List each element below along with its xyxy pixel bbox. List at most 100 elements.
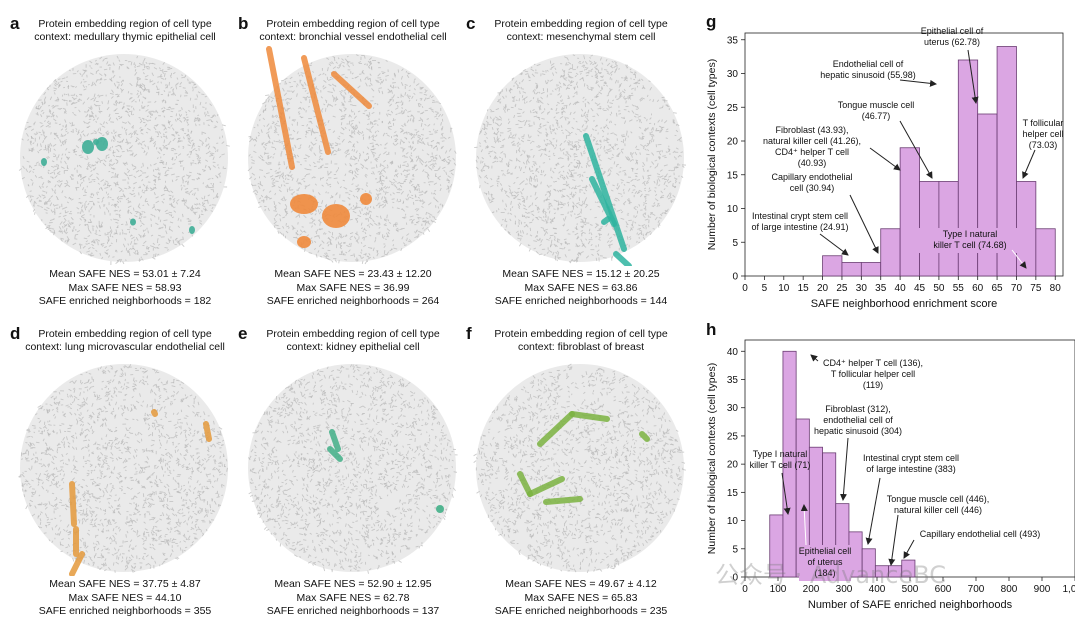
y-tick-label: 5 (732, 238, 738, 249)
annotation-text: Intestinal crypt stem cell (752, 211, 848, 221)
annotation: Capillary endothelial cell (493) (904, 528, 1055, 558)
y-tick-label: 10 (727, 516, 739, 527)
y-tick-label: 25 (727, 431, 739, 442)
panel-title-line: Protein embedding region of cell type (18, 328, 232, 341)
x-axis-label: SAFE neighborhood enrichment score (811, 298, 998, 310)
stat-line: Mean SAFE NES = 23.43 ± 12.20 (246, 268, 460, 282)
panel-title-line: context: mesenchymal stem cell (474, 31, 688, 44)
histogram-bar (861, 263, 880, 277)
histogram-bar (881, 229, 900, 276)
umap-scatter (472, 354, 688, 576)
annotation-text: killer T cell (74.68) (933, 240, 1006, 250)
y-tick-label: 35 (727, 35, 739, 46)
annotation-text: cell (30.94) (790, 183, 835, 193)
y-tick-label: 30 (727, 69, 739, 80)
annotation-text: killer T cell (71) (750, 460, 811, 470)
annotation-arrow (870, 148, 900, 170)
panel-letter-f: f (466, 324, 472, 344)
x-tick-label: 30 (856, 283, 868, 294)
annotation-text: Tongue muscle cell (838, 100, 915, 110)
annotation-text: (73.03) (1029, 140, 1058, 150)
umap-scatter (244, 354, 460, 576)
umap-scatter (16, 44, 232, 266)
annotation-text: Endothelial cell of (833, 59, 904, 69)
stat-line: Max SAFE NES = 63.86 (474, 282, 688, 296)
annotation-text: Capillary endothelial (771, 172, 852, 182)
y-axis-label: Number of biological contexts (cell type… (706, 363, 718, 554)
annotation: Fibroblast (43.93),natural killer cell (… (747, 124, 900, 171)
panel-title-line: Protein embedding region of cell type (18, 18, 232, 31)
annotation-text: of large intestine (383) (866, 464, 956, 474)
x-tick-label: 900 (1034, 584, 1051, 595)
x-tick-label: 700 (968, 584, 985, 595)
x-tick-label: 70 (1011, 283, 1023, 294)
background-embedding-points (19, 54, 230, 265)
x-tick-label: 45 (914, 283, 926, 294)
annotation-text: T follicular (1023, 118, 1064, 128)
x-tick-label: 75 (1030, 283, 1042, 294)
annotation-text: endothelial cell of (823, 415, 893, 425)
histogram-bar (900, 148, 919, 276)
annotation-arrow (843, 438, 848, 500)
stat-line: Mean SAFE NES = 37.75 ± 4.87 (18, 578, 232, 592)
panel-title-line: context: medullary thymic epithelial cel… (18, 31, 232, 44)
stat-line: SAFE enriched neighborhoods = 355 (18, 605, 232, 619)
umap-scatter (16, 354, 232, 576)
watermark: 公众号 · AdvanceBC (715, 555, 946, 590)
x-tick-label: 20 (817, 283, 829, 294)
x-tick-label: 60 (972, 283, 984, 294)
x-tick-label: 80 (1050, 283, 1062, 294)
annotation-text: (46.77) (862, 111, 891, 121)
annotation-text: Epithelial cell of (921, 26, 984, 36)
stat-line: Max SAFE NES = 65.83 (474, 592, 688, 606)
histogram-bar (823, 256, 842, 276)
y-tick-label: 15 (727, 170, 739, 181)
x-tick-label: 25 (836, 283, 848, 294)
annotation-text: T follicular helper cell (831, 369, 915, 379)
y-tick-label: 5 (732, 544, 738, 555)
x-tick-label: 1,000 (1062, 584, 1075, 595)
stat-line: Max SAFE NES = 58.93 (18, 282, 232, 296)
background-embedding-points (248, 364, 458, 574)
y-tick-label: 20 (727, 137, 739, 148)
y-tick-label: 20 (727, 460, 739, 471)
panel-title-line: context: fibroblast of breast (474, 341, 688, 354)
background-embedding-points (473, 364, 686, 573)
y-tick-label: 30 (727, 403, 739, 414)
x-axis-label: Number of SAFE enriched neighborhoods (808, 599, 1013, 611)
y-tick-label: 0 (732, 272, 738, 283)
annotation-text: Type I natural (943, 229, 998, 239)
x-tick-label: 10 (778, 283, 790, 294)
annotation-text: hepatic sinusoid (304) (814, 426, 902, 436)
panel-title-line: context: kidney epithelial cell (246, 341, 460, 354)
stat-line: SAFE enriched neighborhoods = 182 (18, 295, 232, 309)
stat-line: SAFE enriched neighborhoods = 235 (474, 605, 688, 619)
stat-line: SAFE enriched neighborhoods = 137 (246, 605, 460, 619)
annotation-arrow (868, 478, 880, 544)
annotation-text: CD4⁺ helper T cell (775, 147, 849, 157)
panel-title-line: Protein embedding region of cell type (246, 328, 460, 341)
panel-title-line: Protein embedding region of cell type (474, 328, 688, 341)
x-tick-label: 40 (895, 283, 907, 294)
annotation: CD4⁺ helper T cell (136),T follicular he… (808, 355, 938, 393)
panel-title-line: context: lung microvascular endothelial … (18, 341, 232, 354)
annotation-text: Intestinal crypt stem cell (863, 453, 959, 463)
annotation-text: CD4⁺ helper T cell (136), (823, 358, 923, 368)
